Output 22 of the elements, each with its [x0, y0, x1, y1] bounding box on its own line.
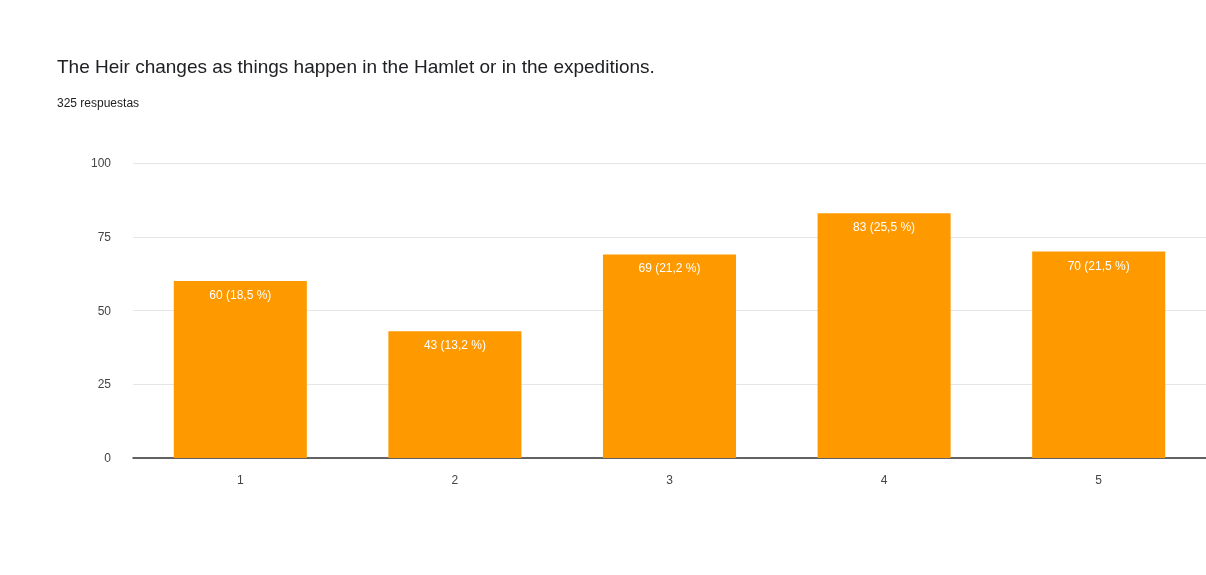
bar — [602, 254, 737, 458]
y-tick-label: 75 — [97, 229, 112, 244]
data-label: 83 (25,5 %) — [853, 220, 916, 235]
x-tick-label: 5 — [1095, 473, 1103, 487]
bar — [388, 331, 522, 458]
x-tick-label: 4 — [880, 473, 888, 487]
y-tick-label: 50 — [97, 303, 112, 318]
x-tick-label: 1 — [236, 473, 244, 487]
y-tick-label: 100 — [90, 156, 112, 170]
chart-subtitle: 325 respuestas — [57, 96, 140, 110]
y-tick-label: 25 — [97, 377, 112, 392]
x-tick-label: 2 — [451, 473, 459, 487]
data-label: 60 (18,5 %) — [209, 288, 272, 302]
bar — [173, 281, 307, 458]
bar — [817, 213, 951, 458]
chart-title: The Heir changes as things happen in the Hamlet or in the expeditions. — [57, 56, 655, 77]
data-label: 69 (21,2 %) — [638, 261, 701, 276]
data-label: 70 (21,5 %) — [1067, 258, 1130, 273]
x-tick-label: 3 — [666, 473, 674, 487]
data-label: 43 (13,2 %) — [423, 338, 486, 353]
y-tick-label: 0 — [104, 451, 112, 465]
bar — [1032, 251, 1166, 458]
